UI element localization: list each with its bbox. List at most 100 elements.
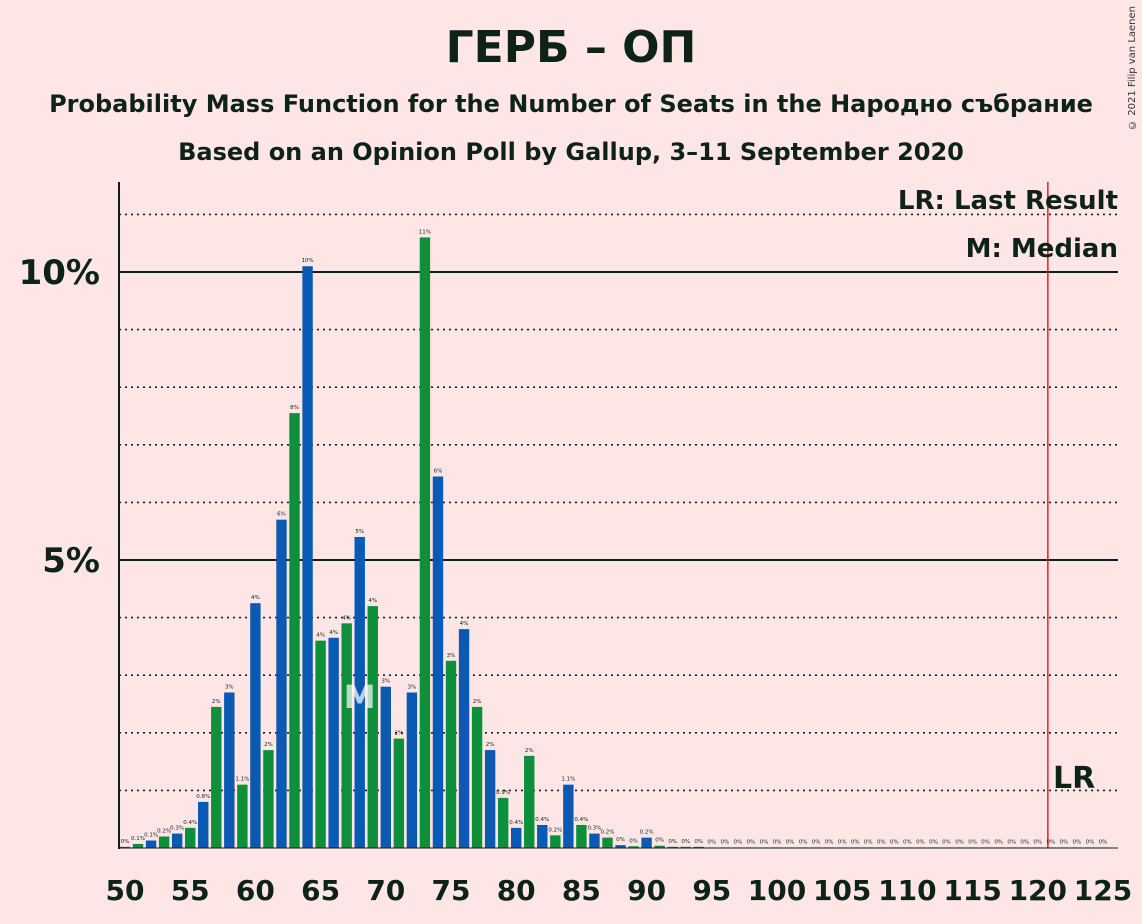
data-label-seat-67: 4% — [342, 615, 351, 621]
data-label-seat-110: 0% — [903, 839, 912, 845]
data-label-seat-70: 3% — [381, 679, 390, 685]
x-tick-label: 125 — [1074, 874, 1132, 907]
data-label-seat-125: 0% — [1099, 839, 1108, 845]
data-label-seat-71: 2% — [394, 731, 403, 737]
data-label-seat-88: 0% — [616, 837, 625, 843]
data-label-seat-118: 0% — [1007, 839, 1016, 845]
bar-seat-67 — [341, 623, 352, 848]
bar-seat-59 — [237, 784, 248, 848]
data-label-seat-114: 0% — [955, 839, 964, 845]
bar-seat-92 — [667, 846, 678, 848]
data-label-seat-95: 0% — [707, 839, 716, 845]
x-tick-label: 60 — [236, 874, 275, 907]
bar-seat-64 — [302, 266, 313, 848]
data-label-seat-98: 0% — [747, 839, 756, 845]
bar-seat-76 — [458, 629, 470, 848]
bar-seat-56 — [198, 801, 209, 848]
bar-seat-61 — [263, 750, 274, 848]
bar-seat-58 — [224, 692, 235, 848]
x-tick-label: 65 — [301, 874, 340, 907]
data-label-seat-66: 4% — [329, 630, 338, 636]
bar-seat-77 — [471, 706, 483, 848]
data-label-seat-104: 0% — [825, 839, 834, 845]
x-tick-label: 95 — [692, 874, 731, 907]
bar-seat-66 — [328, 637, 339, 848]
data-label-seat-90: 0.2% — [640, 830, 654, 836]
data-label-seat-63: 8% — [290, 405, 299, 411]
bar-seat-88 — [615, 845, 626, 848]
data-label-seat-54: 0.3% — [170, 826, 184, 832]
data-label-seat-101: 0% — [786, 839, 795, 845]
x-tick-label: 115 — [943, 874, 1001, 907]
chart-title: ГЕРБ – ОП — [445, 22, 697, 73]
bar-seat-72 — [406, 692, 418, 848]
data-label-seat-76: 4% — [460, 621, 469, 627]
data-label-seat-117: 0% — [994, 839, 1003, 845]
bar-series — [119, 237, 1109, 848]
data-label-seat-79: 0.9% — [496, 790, 510, 796]
data-label-seat-58: 3% — [225, 684, 234, 690]
x-tick-label: 120 — [1009, 874, 1067, 907]
bar-seat-60 — [250, 603, 261, 848]
data-label-seat-103: 0% — [812, 839, 821, 845]
bar-seat-63 — [289, 413, 300, 848]
bar-seat-55 — [185, 827, 196, 848]
bar-seat-93 — [680, 846, 691, 848]
data-label-seat-50: 0% — [121, 839, 130, 845]
data-label-seat-55: 0.4% — [183, 820, 197, 826]
bar-seat-84 — [563, 784, 574, 848]
data-label-seat-100: 0% — [773, 839, 782, 845]
bar-seat-87 — [602, 837, 613, 848]
data-label-seat-78: 2% — [486, 742, 495, 748]
data-label-seat-51: 0.1% — [131, 836, 145, 842]
data-label-seat-113: 0% — [942, 839, 951, 845]
data-label-seat-109: 0% — [890, 839, 899, 845]
bar-seat-81 — [524, 755, 535, 848]
bar-seat-78 — [484, 750, 496, 848]
data-label-seat-105: 0% — [838, 839, 847, 845]
x-tick-label: 70 — [366, 874, 405, 907]
data-label-seat-86: 0.3% — [587, 826, 601, 832]
data-label-seat-62: 6% — [277, 512, 286, 518]
data-label-seat-72: 3% — [408, 684, 417, 690]
data-label-seat-97: 0% — [734, 839, 743, 845]
x-tick-label: 90 — [627, 874, 666, 907]
bar-seat-65 — [315, 640, 326, 848]
data-label-seat-64: 10% — [301, 258, 313, 264]
data-label-seat-83: 0.2% — [548, 827, 562, 833]
data-label-seat-91: 0% — [655, 838, 664, 844]
data-label-seat-74: 6% — [434, 468, 443, 474]
data-label-seat-77: 2% — [473, 699, 482, 705]
grid-lines — [119, 182, 1118, 848]
data-label-seat-96: 0% — [720, 839, 729, 845]
y-tick-label: 10% — [19, 253, 100, 293]
data-label-seat-61: 2% — [264, 742, 273, 748]
data-label-seat-52: 0.1% — [144, 833, 158, 839]
data-label-seat-69: 4% — [368, 598, 377, 604]
data-label-seat-119: 0% — [1020, 839, 1029, 845]
chart-subtitle-poll: Based on an Opinion Poll by Gallup, 3–11… — [178, 138, 964, 166]
bar-seat-94 — [693, 846, 704, 848]
data-label-seat-73: 11% — [419, 229, 431, 235]
data-label-seat-116: 0% — [981, 839, 990, 845]
data-label-seat-123: 0% — [1073, 839, 1082, 845]
legend-last-result: LR: Last Result — [898, 186, 1118, 216]
bar-seat-53 — [158, 836, 170, 848]
data-label-seat-107: 0% — [864, 839, 873, 845]
data-label-seat-106: 0% — [851, 839, 860, 845]
bar-seat-74 — [432, 476, 444, 848]
bar-seat-80 — [511, 827, 522, 848]
x-tick-label: 80 — [497, 874, 536, 907]
last-result-label: LR — [1053, 761, 1095, 796]
data-label-seat-53: 0.2% — [157, 828, 171, 834]
bar-seat-68 — [354, 536, 365, 848]
bar-seat-50 — [119, 846, 131, 848]
bar-seat-90 — [641, 837, 652, 848]
y-tick-label: 5% — [42, 541, 100, 581]
data-label-seat-121: 0% — [1046, 839, 1055, 845]
bar-seat-57 — [211, 706, 222, 848]
data-labels: 0% 0.1%0.1%0.2% 0.3%0.4%0.8%2%3%1.1%4%2%6%… — [121, 229, 1108, 845]
bar-seat-52 — [145, 840, 157, 848]
x-tick-label: 100 — [748, 874, 806, 907]
